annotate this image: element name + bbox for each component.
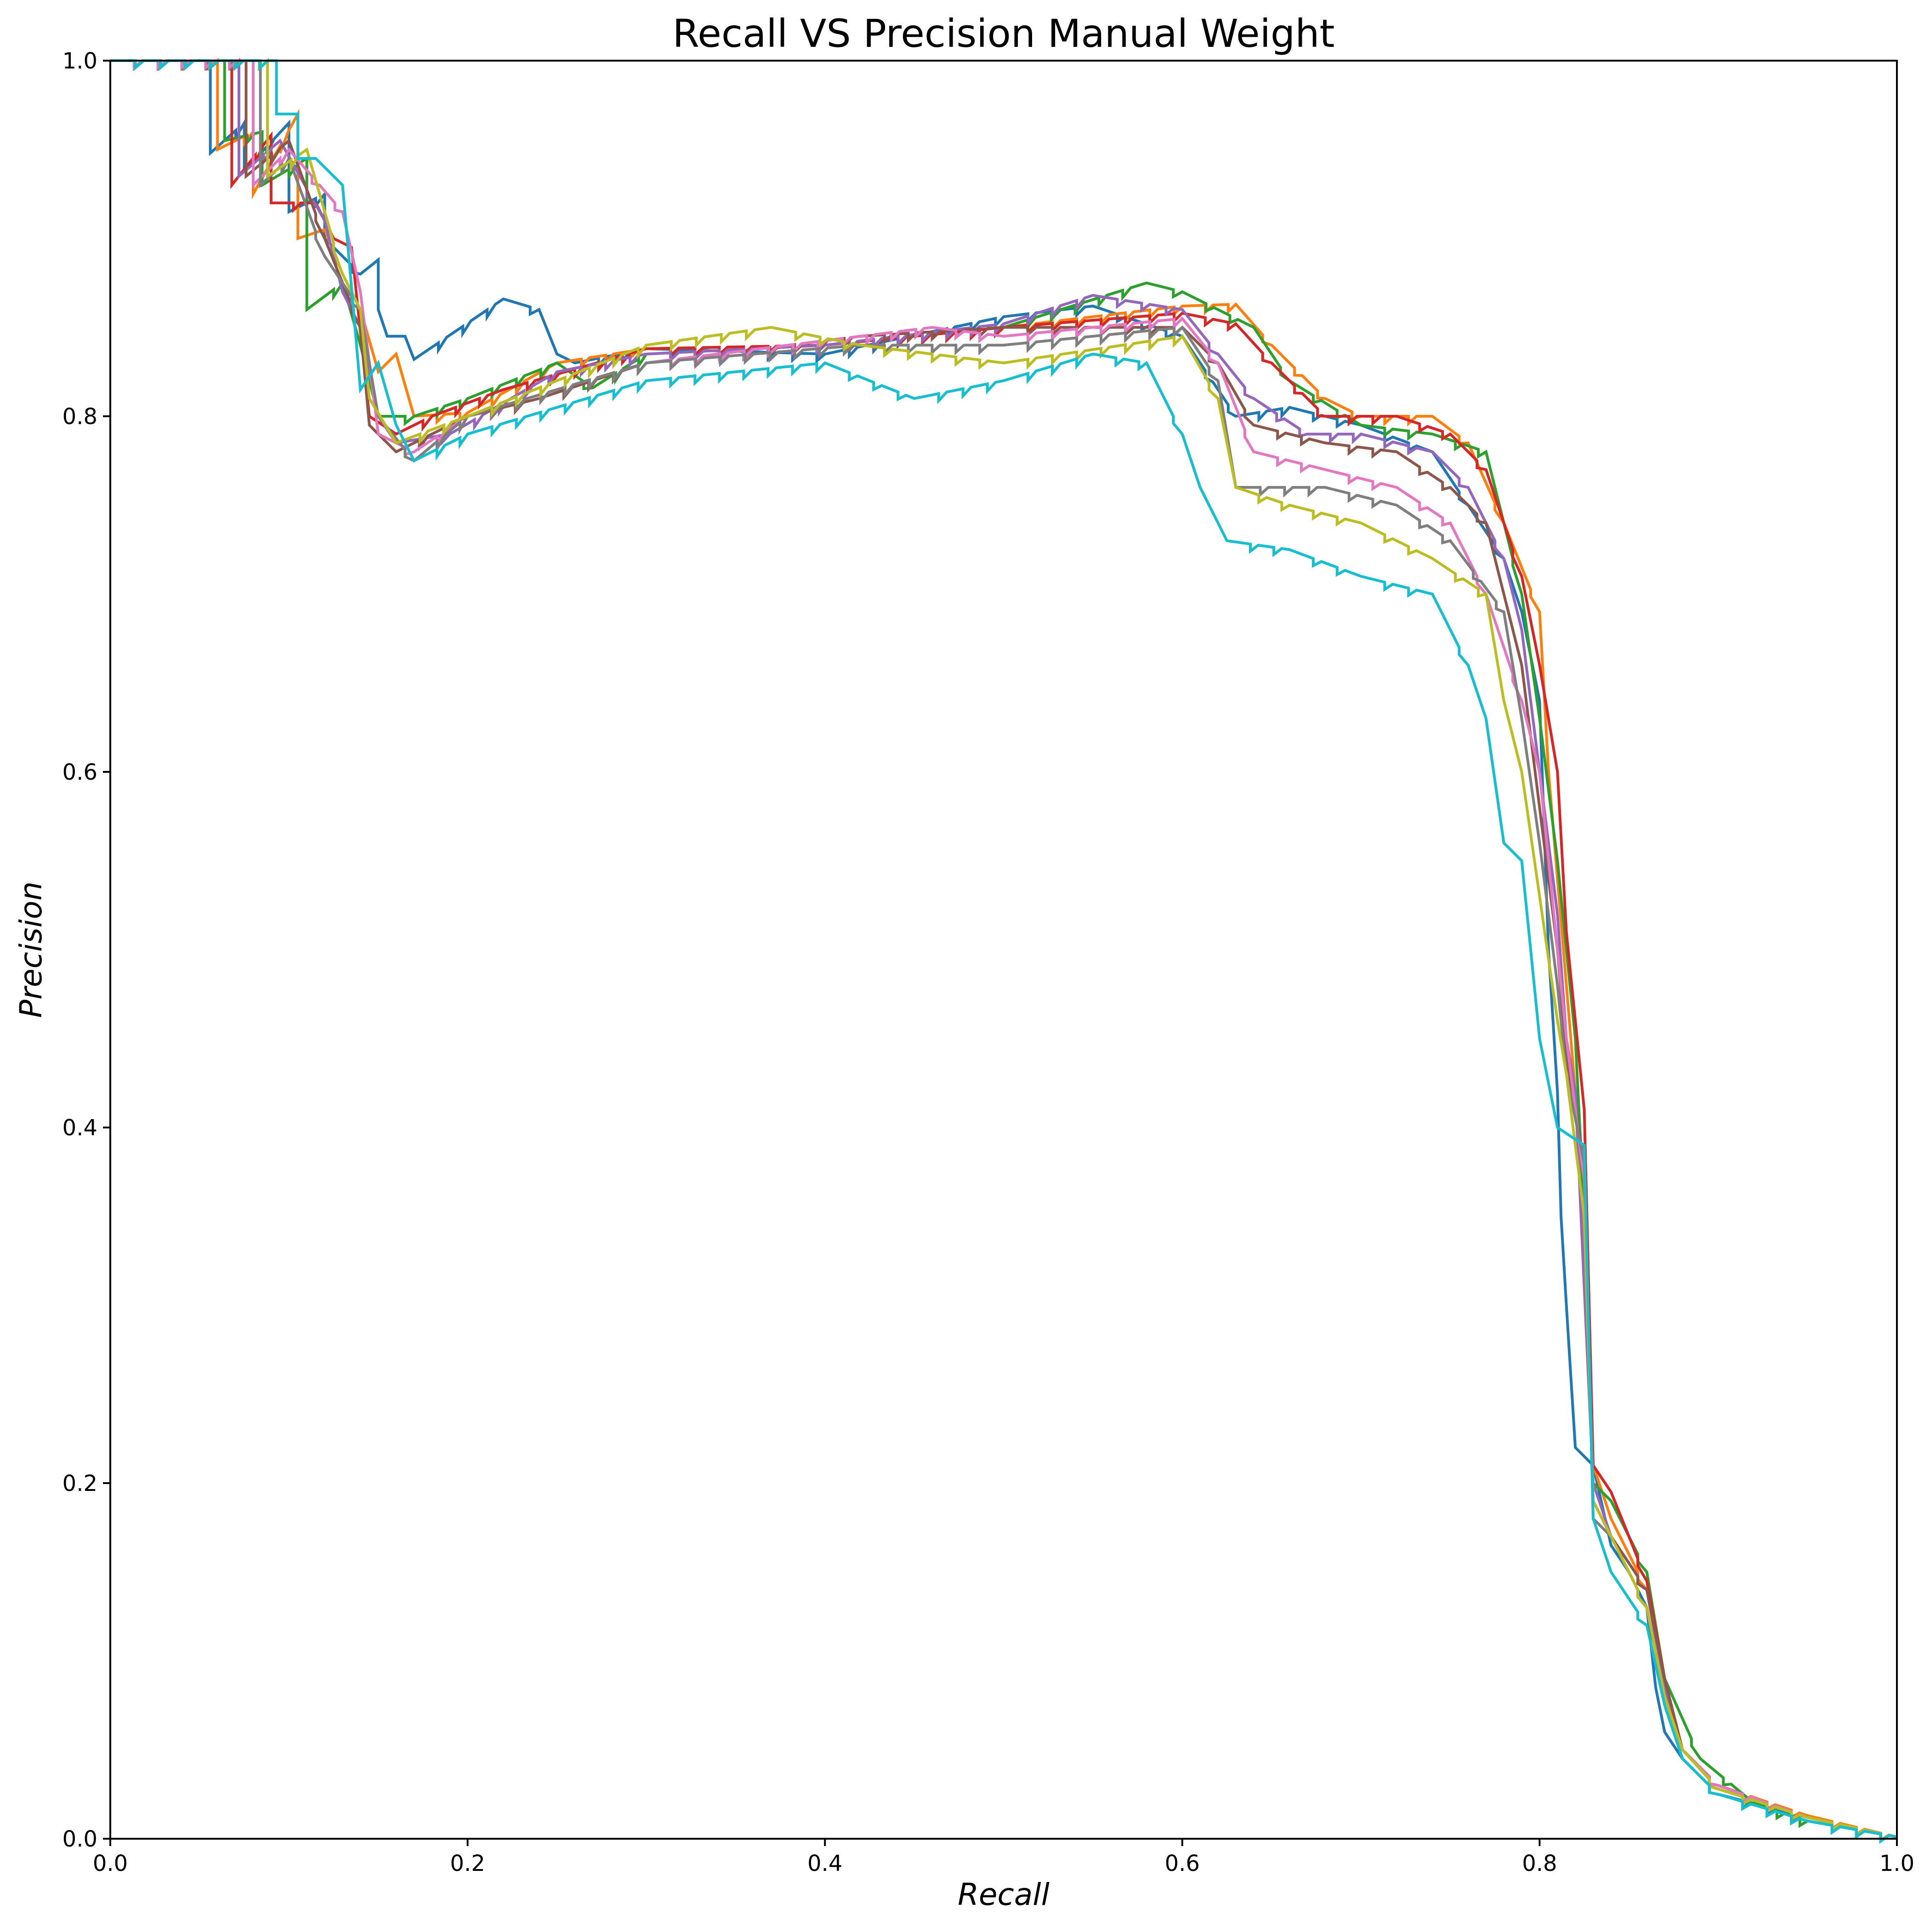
series-layer: [110, 57, 1897, 1844]
series-line-8: [110, 59, 1897, 1843]
x-tick-label: 0.4: [807, 1851, 842, 1876]
series-line-1: [110, 59, 1897, 1843]
x-axis-label: Recall: [958, 1877, 1050, 1912]
x-tick-label: 0.8: [1522, 1851, 1557, 1876]
y-tick-label: 1.0: [62, 48, 97, 74]
series-line-5: [110, 57, 1897, 1843]
y-tick-label: 0.4: [62, 1115, 97, 1141]
y-tick-label: 0.2: [62, 1471, 97, 1496]
x-tick-label: 0.2: [450, 1851, 485, 1876]
y-tick-label: 0.6: [62, 759, 97, 785]
x-tick-label: 1.0: [1879, 1851, 1914, 1876]
y-tick-label: 0.8: [62, 404, 97, 430]
x-tick-label: 0.6: [1165, 1851, 1200, 1876]
y-axis-label: Precision: [13, 881, 49, 1018]
x-tick-label: 0.0: [93, 1851, 128, 1876]
series-line-10: [110, 59, 1897, 1844]
ticks-layer: 0.0 0.2 0.4 0.6 0.8 1.0 0.0 0.2 0.4 0.6 0.8 1.0: [62, 48, 1915, 1876]
plot-frame: [109, 60, 1898, 1840]
y-tick-label: 0.0: [62, 1826, 97, 1852]
chart-title: Recall VS Precision Manual Weight: [673, 11, 1335, 56]
